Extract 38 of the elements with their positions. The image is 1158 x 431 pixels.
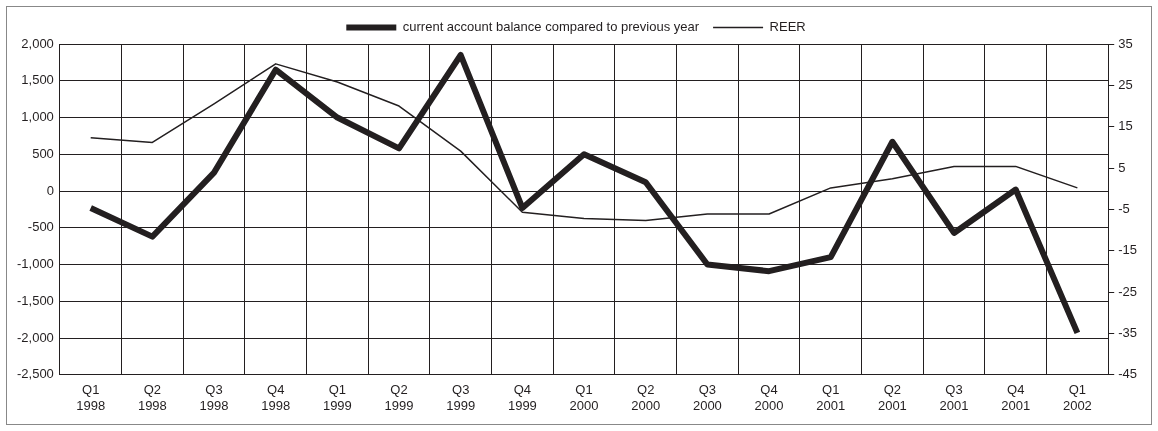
y-tick-label: 2,000 [21,35,54,51]
y2-tick-label: 15 [1118,118,1133,134]
y2-tick-label: 35 [1118,35,1133,51]
x-tick-label: Q4 1998 [261,382,291,413]
x-tick-label: Q2 1999 [384,382,414,413]
y-tick-label: 1,000 [21,109,54,125]
legend-label: current account balance compared to previous year [402,19,700,35]
x-tick-label: Q1 2001 [816,382,846,413]
y2-tick-label: -35 [1118,325,1138,341]
x-tick-label: Q2 2000 [631,382,661,413]
y-tick-label: 1,500 [21,72,54,88]
y-tick-label: 500 [32,145,54,161]
y-tick-label: -1,500 [16,292,54,308]
x-tick-label: Q3 2001 [939,382,969,413]
y-tick-label: 0 [46,182,54,198]
y2-tick-label: -5 [1118,200,1130,216]
y-tick-label: -500 [27,219,54,235]
y2-tick-label: -15 [1118,242,1138,258]
x-tick-label: Q1 1999 [322,382,352,413]
y2-tick-label: 5 [1118,159,1126,175]
y2-tick-label: 25 [1118,76,1133,92]
x-tick-label: Q4 2001 [1001,382,1031,413]
x-tick-label: Q2 1998 [137,382,167,413]
y-tick-label: -2,000 [16,329,54,345]
x-tick-label: Q1 2002 [1062,382,1092,413]
legend-label: REER [769,19,806,35]
x-tick-label: Q4 1999 [507,382,537,413]
x-tick-label: Q2 2001 [877,382,907,413]
x-tick-label: Q3 2000 [692,382,722,413]
y2-tick-label: -25 [1118,283,1138,299]
x-tick-label: Q4 2000 [754,382,784,413]
x-tick-label: Q3 1998 [199,382,229,413]
y-tick-label: -1,000 [16,256,54,272]
y-tick-label: -2,500 [16,366,54,382]
y2-tick-label: -45 [1118,366,1138,382]
x-tick-label: Q3 1999 [446,382,476,413]
x-tick-label: Q1 2000 [569,382,599,413]
x-tick-label: Q1 1998 [76,382,106,413]
